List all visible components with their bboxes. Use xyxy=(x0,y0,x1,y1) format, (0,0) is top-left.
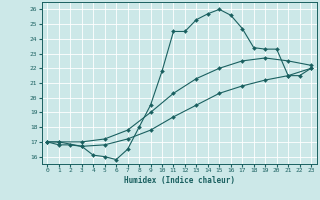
X-axis label: Humidex (Indice chaleur): Humidex (Indice chaleur) xyxy=(124,176,235,185)
